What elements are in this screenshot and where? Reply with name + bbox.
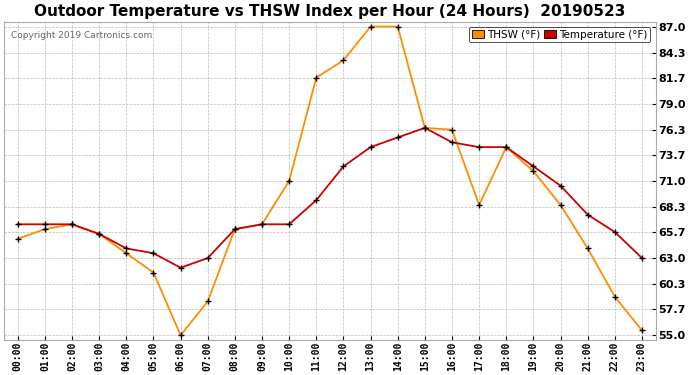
Title: Outdoor Temperature vs THSW Index per Hour (24 Hours)  20190523: Outdoor Temperature vs THSW Index per Ho… <box>34 4 626 19</box>
Legend: THSW (°F), Temperature (°F): THSW (°F), Temperature (°F) <box>469 27 651 42</box>
Text: Copyright 2019 Cartronics.com: Copyright 2019 Cartronics.com <box>10 31 152 40</box>
